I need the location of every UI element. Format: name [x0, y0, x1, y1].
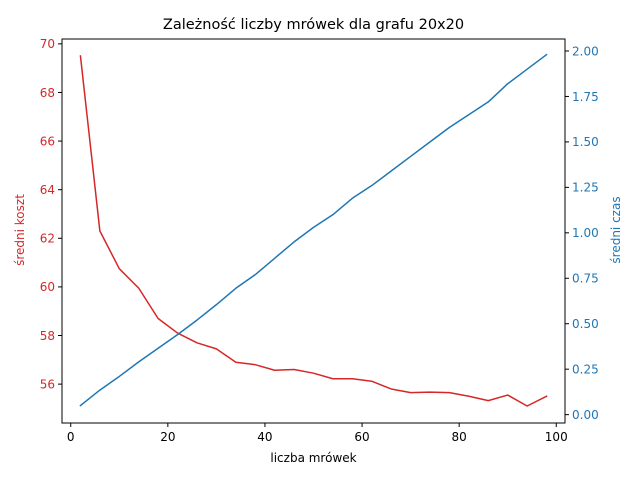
x-tick-label: 100 [545, 430, 568, 444]
x-tick-label: 0 [67, 430, 75, 444]
left-axis-ticks: 56 58 60 62 64 66 68 70 [40, 37, 62, 391]
chart-title: Zależność liczby mrówek dla grafu 20x20 [163, 17, 464, 33]
left-tick-label: 58 [40, 329, 55, 343]
right-tick-label: 1.75 [572, 90, 599, 104]
series-line-cost [79, 55, 548, 407]
right-axis-label: średni czas [609, 196, 623, 263]
right-tick-label: 0.00 [572, 408, 599, 422]
plot-frame [61, 38, 566, 424]
left-tick-label: 70 [40, 37, 55, 51]
left-axis-label: średni koszt [13, 194, 27, 266]
right-tick-label: 0.25 [572, 362, 599, 376]
left-tick-label: 60 [40, 280, 55, 294]
x-axis-ticks: 0 20 40 60 80 100 [67, 423, 568, 444]
x-tick-label: 20 [160, 430, 175, 444]
right-tick-label: 1.00 [572, 226, 599, 240]
x-axis-label: liczba mrówek [270, 451, 356, 465]
right-axis-ticks: 0.00 0.25 0.50 0.75 1.00 1.25 1.50 1.75 2.00 [565, 44, 599, 422]
x-tick-label: 60 [354, 430, 369, 444]
right-tick-label: 1.25 [572, 181, 599, 195]
right-tick-label: 1.50 [572, 135, 599, 149]
left-tick-label: 62 [40, 232, 55, 246]
left-tick-label: 68 [40, 86, 55, 100]
left-tick-label: 56 [40, 377, 55, 391]
x-tick-label: 40 [257, 430, 272, 444]
plot-lines [79, 53, 548, 407]
left-tick-label: 64 [40, 183, 55, 197]
right-tick-label: 0.50 [572, 317, 599, 331]
right-tick-label: 0.75 [572, 272, 599, 286]
x-tick-label: 80 [452, 430, 467, 444]
series-line-time [79, 53, 548, 407]
right-tick-label: 2.00 [572, 44, 599, 58]
left-tick-label: 66 [40, 134, 55, 148]
